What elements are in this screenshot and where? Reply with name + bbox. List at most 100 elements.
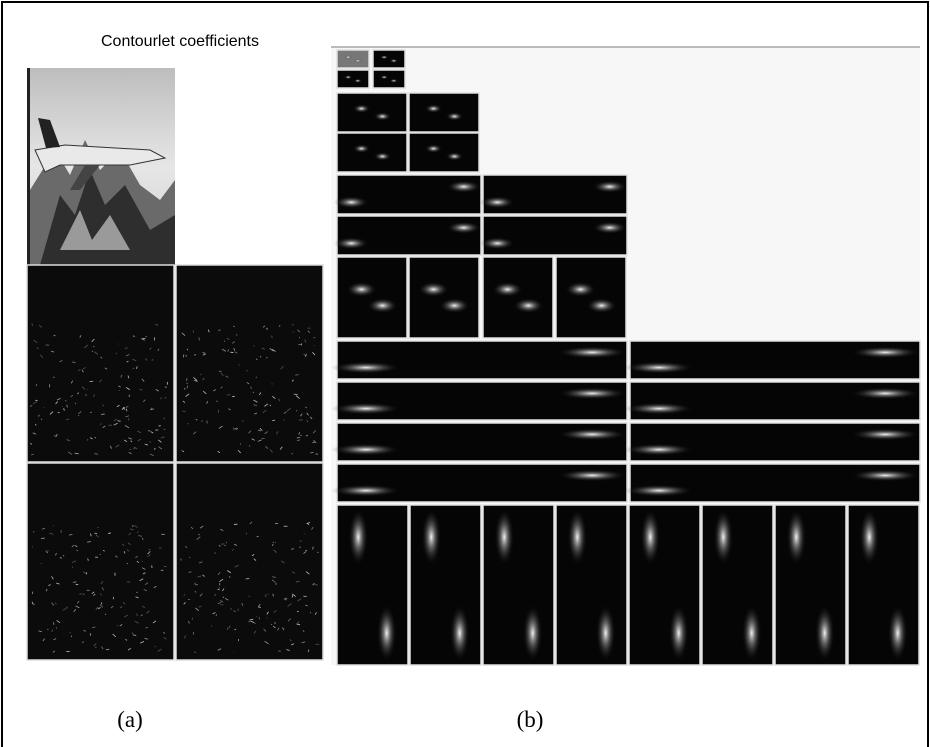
coefficient-energy bbox=[888, 604, 908, 662]
coefficient-energy bbox=[596, 604, 616, 662]
coefficient-tile bbox=[775, 505, 846, 665]
coefficient-energy bbox=[586, 298, 617, 313]
coefficient-energy bbox=[624, 444, 694, 456]
edge-speck bbox=[260, 356, 261, 357]
edge-speck bbox=[133, 635, 136, 636]
edge-speck bbox=[257, 536, 259, 537]
coefficient-tile bbox=[373, 50, 405, 68]
edge-speck bbox=[203, 354, 206, 355]
caption-b: (b) bbox=[517, 707, 544, 732]
coefficient-energy bbox=[346, 282, 377, 297]
edge-speck bbox=[133, 336, 135, 337]
coefficient-energy bbox=[446, 221, 481, 233]
coefficient-energy bbox=[344, 75, 352, 79]
edge-speck bbox=[257, 616, 258, 617]
coefficient-energy bbox=[354, 79, 362, 83]
edge-speck bbox=[224, 545, 225, 546]
edge-speck bbox=[233, 611, 235, 612]
edge-speck bbox=[155, 646, 156, 647]
edge-speck bbox=[193, 632, 194, 635]
coefficient-tile bbox=[410, 505, 481, 665]
coefficient-tile bbox=[337, 70, 369, 88]
edge-speck bbox=[132, 526, 133, 527]
coefficient-energy bbox=[331, 362, 401, 374]
edge-speck bbox=[272, 335, 273, 338]
coefficient-energy bbox=[331, 485, 401, 497]
edge-speck bbox=[34, 604, 35, 605]
coefficient-energy bbox=[446, 152, 463, 161]
coefficient-energy bbox=[557, 428, 627, 440]
edge-speck bbox=[217, 401, 218, 402]
caption-a: (a) bbox=[117, 707, 143, 732]
coefficient-energy bbox=[446, 112, 463, 121]
coefficient-energy bbox=[742, 604, 762, 662]
edge-speck bbox=[94, 454, 97, 455]
coefficient-energy bbox=[425, 144, 442, 153]
edge-speck bbox=[56, 603, 57, 605]
coefficient-energy bbox=[334, 237, 369, 249]
coefficient-energy bbox=[353, 104, 370, 113]
edge-speck bbox=[98, 527, 99, 528]
coefficient-energy bbox=[418, 282, 449, 297]
coefficient-tile bbox=[409, 257, 479, 338]
edge-speck bbox=[318, 552, 319, 553]
coefficient-energy bbox=[850, 346, 920, 358]
coefficient-tile bbox=[337, 93, 407, 132]
coefficient-energy bbox=[344, 55, 352, 59]
edge-speck bbox=[124, 551, 125, 553]
edge-speck bbox=[86, 572, 87, 574]
coefficient-tile bbox=[848, 505, 919, 665]
subband-tile bbox=[27, 463, 174, 660]
coefficient-energy bbox=[624, 362, 694, 374]
coefficient-energy bbox=[850, 428, 920, 440]
coefficient-energy bbox=[565, 282, 596, 297]
coefficient-energy bbox=[523, 604, 543, 662]
coefficient-tile bbox=[337, 133, 407, 172]
coefficient-tile bbox=[337, 505, 408, 665]
coefficient-energy bbox=[557, 387, 627, 399]
edge-speck bbox=[292, 324, 294, 325]
edge-speck bbox=[75, 403, 76, 404]
coefficient-energy bbox=[850, 469, 920, 481]
coefficient-tile bbox=[373, 70, 405, 88]
panel-title: Contourlet coefficients bbox=[101, 33, 259, 50]
coefficient-tile bbox=[629, 505, 700, 665]
edge-speck bbox=[301, 435, 302, 436]
coefficient-energy bbox=[713, 508, 733, 566]
coefficient-energy bbox=[380, 55, 388, 59]
lowpass-image bbox=[27, 68, 175, 265]
coefficient-energy bbox=[815, 604, 835, 662]
coefficient-energy bbox=[624, 485, 694, 497]
coefficient-tile bbox=[337, 257, 407, 338]
coefficient-energy bbox=[480, 196, 515, 208]
coefficient-energy bbox=[390, 79, 398, 83]
coefficient-energy bbox=[624, 403, 694, 415]
coefficient-tile bbox=[556, 505, 627, 665]
coefficient-energy bbox=[492, 282, 523, 297]
edge-speck bbox=[60, 558, 62, 559]
coefficient-energy bbox=[331, 444, 401, 456]
coefficient-energy bbox=[850, 387, 920, 399]
coefficient-energy bbox=[421, 508, 441, 566]
edge-speck bbox=[161, 534, 165, 535]
coefficient-energy bbox=[380, 75, 388, 79]
edge-speck bbox=[64, 408, 65, 411]
coefficient-energy bbox=[450, 604, 470, 662]
coefficient-tile bbox=[337, 50, 369, 68]
coefficient-energy bbox=[592, 180, 627, 192]
coefficient-energy bbox=[557, 469, 627, 481]
coefficient-energy bbox=[348, 508, 368, 566]
edge-speck bbox=[256, 377, 257, 378]
coefficient-tile bbox=[409, 93, 479, 132]
edge-speck bbox=[310, 612, 311, 613]
edge-speck bbox=[187, 349, 188, 350]
coefficient-energy bbox=[353, 144, 370, 153]
coefficient-energy bbox=[567, 508, 587, 566]
coefficient-energy bbox=[513, 298, 544, 313]
coefficient-energy bbox=[390, 59, 398, 63]
coefficient-tile bbox=[483, 505, 554, 665]
coefficient-energy bbox=[786, 508, 806, 566]
coefficient-energy bbox=[494, 508, 514, 566]
figure: Contourlet coefficients (a) (b) bbox=[0, 0, 930, 747]
edge-speck bbox=[83, 631, 85, 632]
